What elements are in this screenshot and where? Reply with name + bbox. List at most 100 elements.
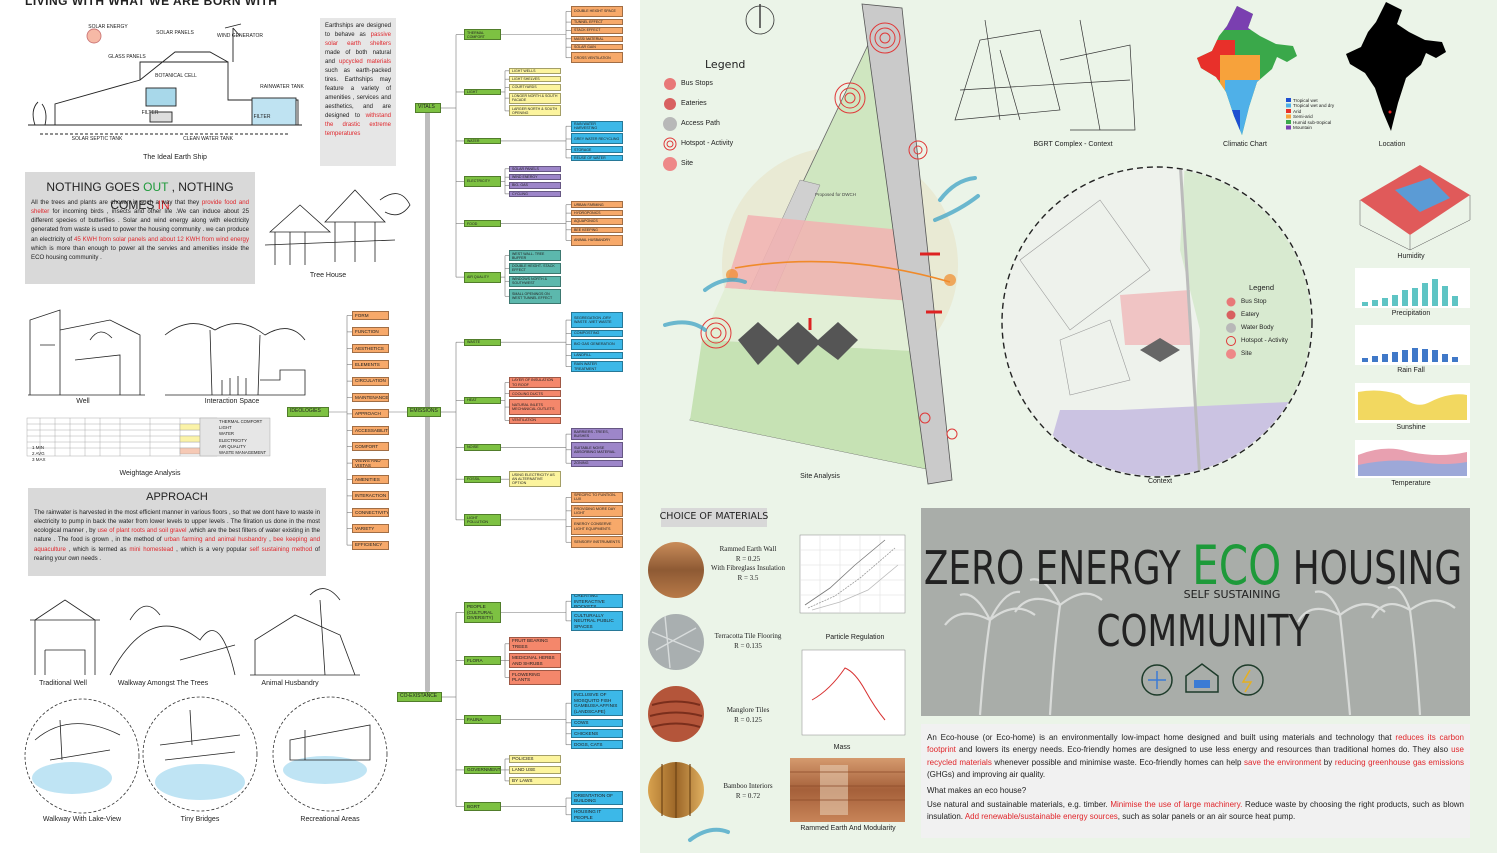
text-run: ,which are the best filters of water exi… bbox=[34, 527, 320, 544]
mindmap-node: VITALS bbox=[415, 103, 441, 113]
hero-title: COMMUNITY bbox=[1096, 606, 1310, 657]
legend-label: Eatery bbox=[1241, 311, 1260, 318]
text-run: such as earth-packed tires. Earthships m… bbox=[325, 68, 391, 119]
site-plan-part-part bbox=[869, 22, 901, 54]
context-map-part-part bbox=[1140, 338, 1180, 362]
description-text: An Eco-house (or Eco-home) is an environ… bbox=[927, 732, 1464, 782]
mindmap-node: LANDFILL bbox=[571, 352, 623, 359]
text-run: passive solar earth shelters bbox=[325, 32, 391, 47]
mindmap-node: HOUSING IT PEOPLE bbox=[571, 807, 623, 822]
hero-icons-part bbox=[1185, 663, 1219, 693]
legend-label: Site bbox=[681, 160, 694, 167]
site-plan-part-part bbox=[839, 87, 861, 109]
text-run: reducing greenhouse gas emissions bbox=[1334, 757, 1464, 767]
mindmap-node: ZONING bbox=[571, 459, 623, 467]
mindmap-node: RAIN WATER TREATMENT bbox=[571, 360, 623, 373]
legend-label: Hotspot - Activity bbox=[1241, 337, 1288, 344]
text-run: Earthships are designed to behave as bbox=[325, 23, 391, 38]
mindmap-node: MAINTENANCE bbox=[352, 393, 389, 402]
earth-ship-sketch-part bbox=[86, 28, 102, 44]
text-run: for incoming birds , insects and other l… bbox=[31, 208, 249, 243]
text-run: mini homestead bbox=[129, 545, 174, 553]
legend-label: Bus Stop bbox=[1241, 298, 1267, 305]
mindmap-node: WIND ENERGY bbox=[509, 173, 561, 181]
caption: Location bbox=[1378, 141, 1406, 148]
earth-ship-sketch-part bbox=[139, 51, 229, 81]
caption: Walkway Amongst The Trees bbox=[117, 680, 209, 687]
earth-ship-sketch-part bbox=[224, 23, 242, 62]
hero-word: ZERO ENERGY bbox=[923, 541, 1181, 595]
gallery-circles-part bbox=[272, 696, 388, 812]
mindmap-node: APPROACH bbox=[352, 409, 389, 419]
site-plan-part bbox=[861, 3, 953, 485]
criteria-label: WATER bbox=[219, 431, 235, 437]
palms-part bbox=[944, 590, 1036, 716]
mindmap-node: LIGHT bbox=[464, 88, 501, 96]
text-run: , bbox=[266, 536, 274, 544]
interaction-sketch-part bbox=[164, 323, 306, 396]
legend-label: Mountain bbox=[1293, 125, 1312, 130]
mindmap-node: SOLAR PANELS bbox=[509, 165, 561, 173]
mindmap-node: DOGS, CATS bbox=[571, 740, 623, 750]
hero-icons-part bbox=[1194, 680, 1210, 688]
sketch-label: GLASS PANELS bbox=[108, 54, 146, 60]
legend-label: Tropical wet and dry bbox=[1293, 103, 1335, 108]
mindmap-node: AIR QUALITY bbox=[464, 271, 501, 283]
gallery-lines-part bbox=[159, 709, 241, 761]
rammed-earth-photo-part bbox=[820, 765, 848, 815]
text-run: Add renewable/sustainable energy sources bbox=[964, 812, 1118, 822]
mindmap-node: FUNCTION bbox=[352, 327, 389, 337]
material-text: Bamboo Interiors bbox=[723, 782, 773, 790]
climate-legend-swatches-part bbox=[1286, 103, 1291, 108]
site-plan-part-part bbox=[844, 92, 856, 104]
particle-chart bbox=[799, 534, 906, 614]
mindmap-node: COWS bbox=[571, 718, 623, 728]
material-swatches bbox=[648, 542, 704, 818]
climate-legend-swatches-part bbox=[1286, 98, 1291, 102]
site-plan-part bbox=[725, 215, 926, 302]
mindmap-node: ELEMENTS bbox=[352, 360, 389, 370]
mindmap-node: CYCLING bbox=[509, 190, 561, 198]
gallery-water-part bbox=[283, 756, 367, 784]
criteria-label: ELECTRICITY bbox=[219, 437, 247, 443]
tree-house-sketch-part bbox=[379, 193, 411, 216]
site-plan-part bbox=[734, 260, 951, 283]
mindmap-node: LIGHT SHELVES bbox=[509, 75, 561, 83]
mindmap-node: CULTURALLY NEUTRAL PUBLIC SPACES bbox=[571, 610, 623, 631]
mindmap-node: WINDOWS NORTH & SOUTHWEST bbox=[509, 275, 561, 287]
mindmap-node: AQUAPONICS bbox=[571, 218, 623, 225]
text-run: Minimise the use of large machinery. bbox=[1110, 800, 1243, 809]
site-plan-part bbox=[663, 176, 980, 842]
mindmap-node: CREATING INTERACTIVE POCKETS bbox=[571, 594, 623, 609]
interaction-sketch bbox=[164, 323, 306, 396]
mindmap-node: MEDICINAL HERBS AND SHRUBS bbox=[509, 653, 561, 668]
site-plan-part-part bbox=[933, 194, 980, 222]
earth-ship-sketch-part bbox=[32, 101, 47, 126]
text-run: All the trees and plants are chosen in s… bbox=[31, 199, 202, 206]
caption: Recreational Areas bbox=[300, 816, 360, 823]
text-run: of rearing your own needs . bbox=[34, 545, 320, 562]
material-text: R = 0.135 bbox=[734, 641, 762, 650]
mindmap-node: HYDROPONICS bbox=[571, 209, 623, 217]
rainfall-chart-part bbox=[1402, 350, 1408, 362]
mindmap-node: MASS/ MATERIAL bbox=[571, 35, 623, 43]
well-sketch bbox=[28, 309, 145, 396]
mindmap-node: RAIN WATER HARVESTING bbox=[571, 120, 623, 132]
rainfall-chart-part bbox=[1392, 352, 1398, 362]
caption: Site Analysis bbox=[800, 473, 840, 480]
material-text: R = 3.5 bbox=[737, 573, 759, 582]
mindmap-node: VIEWS AND VISTAS bbox=[352, 458, 389, 468]
rainfall-chart-part bbox=[1372, 356, 1378, 362]
text-run: The rainwater is harvested in the most e… bbox=[34, 509, 320, 535]
palms bbox=[944, 578, 1456, 716]
location-dot bbox=[1388, 110, 1392, 114]
caption: Climatic Chart bbox=[1223, 141, 1267, 148]
legend-title: Legend bbox=[1249, 283, 1275, 292]
text-run: use recycled materials bbox=[927, 745, 1464, 767]
scale-label: 2 AVG bbox=[32, 451, 45, 456]
mindmap-node: ELECTRICITY bbox=[464, 175, 501, 187]
mindmap-node: BGRT bbox=[464, 802, 501, 811]
mindmap-node: SEGREGATION -DRY WASTE -WET WASTE bbox=[571, 312, 623, 329]
criteria-label: AIR QUALITY bbox=[219, 443, 246, 449]
